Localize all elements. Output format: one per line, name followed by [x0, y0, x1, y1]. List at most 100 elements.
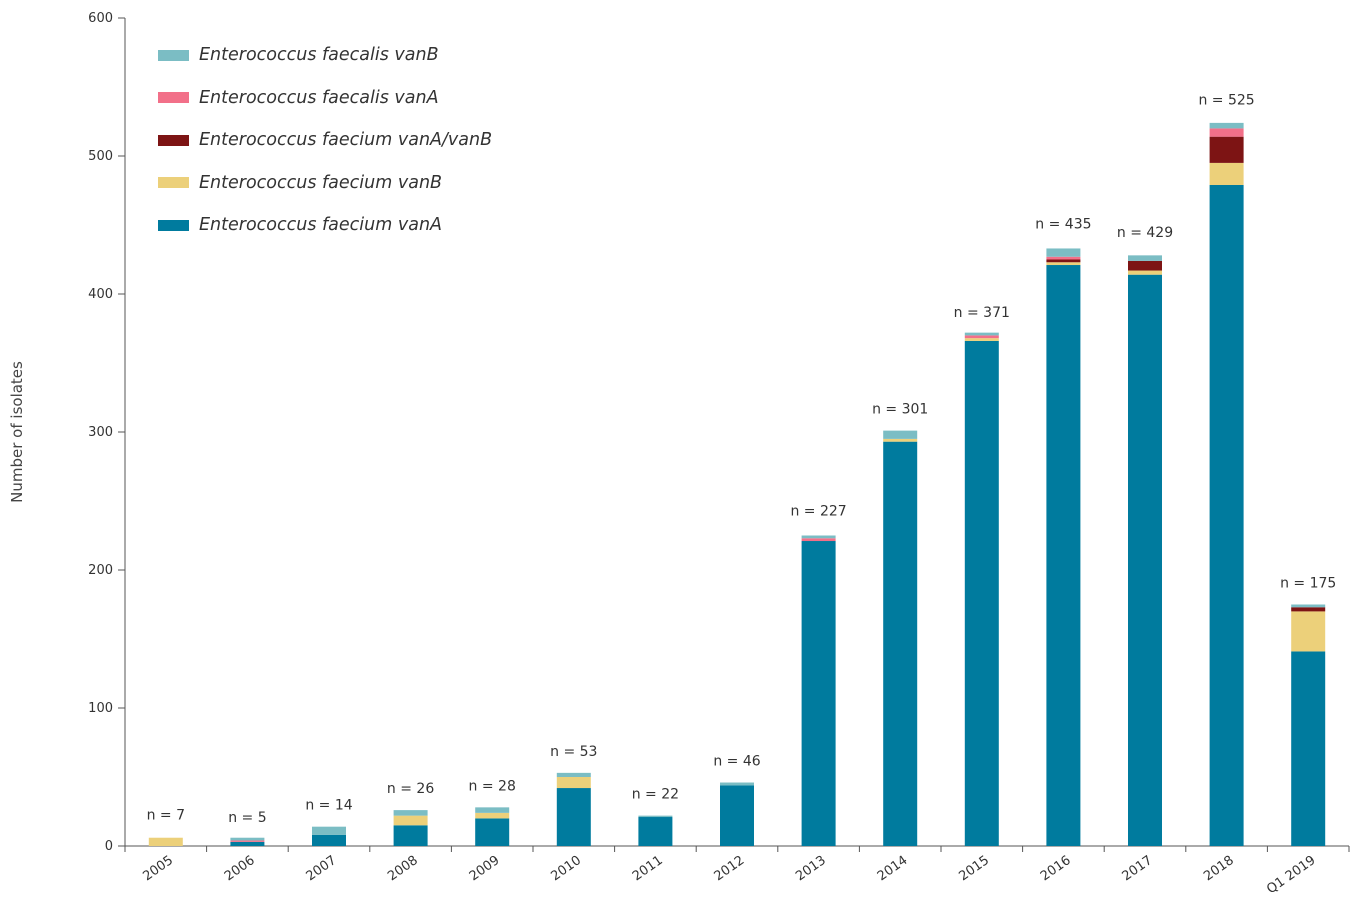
legend-swatch	[158, 177, 189, 189]
bar-segment	[230, 837, 265, 841]
legend: Enterococcus faecalis vanB Enterococcus f…	[158, 34, 492, 247]
bar-segment	[801, 538, 836, 542]
bar-total-label: n = 371	[954, 305, 1010, 321]
legend-item: Enterococcus faecalis vanB	[158, 34, 492, 77]
bar-segment	[393, 815, 428, 826]
legend-label: Enterococcus faecalis vanA	[199, 87, 439, 108]
bar-segment	[1209, 122, 1244, 129]
bar-segment	[475, 812, 510, 819]
bar-segment	[1291, 604, 1326, 608]
bar-total-label: n = 26	[387, 781, 434, 797]
bar-segment	[1128, 270, 1162, 275]
x-tick-label: 2015	[956, 853, 992, 884]
x-tick-label: 2009	[467, 853, 503, 884]
x-tick-label: 2007	[304, 853, 340, 884]
bar-segment	[1046, 256, 1081, 260]
legend-item: Enterococcus faecalis vanA	[158, 77, 492, 120]
x-tick-label: 2010	[548, 853, 584, 884]
bar-segment	[720, 785, 754, 846]
bar-segment	[720, 782, 754, 786]
y-tick-label: 0	[105, 839, 113, 854]
bar-total-label: n = 429	[1117, 225, 1173, 241]
bar-segment	[475, 818, 510, 846]
x-tick-label: Q1 2019	[1264, 853, 1318, 897]
bar-total-label: n = 28	[469, 778, 516, 794]
legend-label: Enterococcus faecium vanB	[199, 172, 443, 193]
x-tick-label: 2016	[1038, 853, 1074, 884]
bar-total-label: n = 14	[305, 798, 352, 814]
bar-segment	[801, 541, 836, 846]
bar-segment	[1046, 265, 1081, 846]
bar-total-label: n = 525	[1198, 93, 1254, 109]
legend-item: Enterococcus faecium vanB	[158, 162, 492, 205]
x-tick-label: 2018	[1201, 853, 1237, 884]
bar-segment	[1128, 274, 1162, 846]
x-tick-label: 2006	[222, 853, 258, 884]
bar-segment	[1291, 651, 1326, 846]
bar-segment	[1291, 611, 1326, 652]
bar-segment	[883, 430, 918, 439]
bar-segment	[1209, 128, 1244, 137]
bar-total-label: n = 227	[790, 504, 846, 520]
bar-segment	[964, 338, 999, 341]
bar-total-label: n = 301	[872, 402, 928, 418]
bar-segment	[1209, 136, 1244, 163]
bar-segment	[556, 777, 591, 789]
bar-segment	[1128, 255, 1162, 261]
legend-label: Enterococcus faecium vanA/vanB	[199, 130, 493, 151]
bar-segment	[475, 807, 510, 813]
bar-segment	[556, 772, 591, 777]
bar-segment	[148, 837, 183, 846]
bar-segment	[312, 826, 346, 835]
legend-label: Enterococcus faecium vanA	[199, 215, 443, 236]
y-tick-label: 300	[88, 425, 113, 440]
bar-segment	[556, 788, 591, 846]
bar-segment	[230, 840, 265, 842]
bar-segment	[1128, 260, 1162, 271]
y-tick-label: 400	[88, 287, 113, 302]
x-tick-label: 2012	[712, 853, 748, 884]
legend-label: Enterococcus faecalis vanB	[199, 45, 439, 66]
bar-segment	[1209, 184, 1244, 847]
x-tick-label: 2013	[793, 853, 829, 884]
bar-segment	[801, 535, 836, 539]
y-axis-title: Number of isolates	[8, 361, 26, 503]
bar-total-label: n = 435	[1035, 217, 1091, 233]
bar-segment	[312, 834, 346, 846]
bar-segment	[393, 825, 428, 846]
bar-total-label: n = 53	[550, 744, 597, 760]
bar-total-label: n = 5	[228, 810, 266, 826]
x-tick-label: 2008	[385, 853, 421, 884]
bar-segment	[1291, 607, 1326, 612]
bar-segment	[1046, 262, 1081, 266]
bar-total-label: n = 7	[147, 807, 185, 823]
bar-segment	[964, 332, 999, 336]
bar-segment	[230, 841, 265, 846]
legend-swatch	[158, 49, 189, 61]
bar-segment	[883, 438, 918, 442]
legend-item: Enterococcus faecium vanA/vanB	[158, 119, 492, 162]
legend-item: Enterococcus faecium vanA	[158, 204, 492, 247]
y-tick-label: 600	[88, 11, 113, 26]
bar-segment	[964, 340, 999, 846]
bar-segment	[1046, 259, 1081, 263]
bar-segment	[638, 817, 673, 846]
plot-area: 0 100 200 300 400 500 600 n = 7 2005 n = 5 2006 n =…	[88, 11, 1350, 897]
x-tick-label: 2017	[1120, 853, 1156, 884]
bar-segment	[393, 810, 428, 816]
bar-total-label: n = 22	[632, 787, 679, 803]
x-tick-label: 2005	[140, 853, 176, 884]
legend-swatch	[158, 134, 189, 146]
x-tick-label: 2014	[875, 853, 911, 884]
y-tick-label: 200	[88, 563, 113, 578]
bar-segment	[883, 441, 918, 846]
bar-total-label: n = 46	[713, 754, 760, 770]
y-tick-label: 500	[88, 149, 113, 164]
y-tick-label: 100	[88, 701, 113, 716]
bar-total-label: n = 175	[1280, 576, 1336, 592]
bar-segment	[1046, 248, 1081, 257]
x-tick-label: 2011	[630, 853, 666, 884]
legend-swatch	[158, 219, 189, 231]
bar-segment	[1209, 162, 1244, 185]
